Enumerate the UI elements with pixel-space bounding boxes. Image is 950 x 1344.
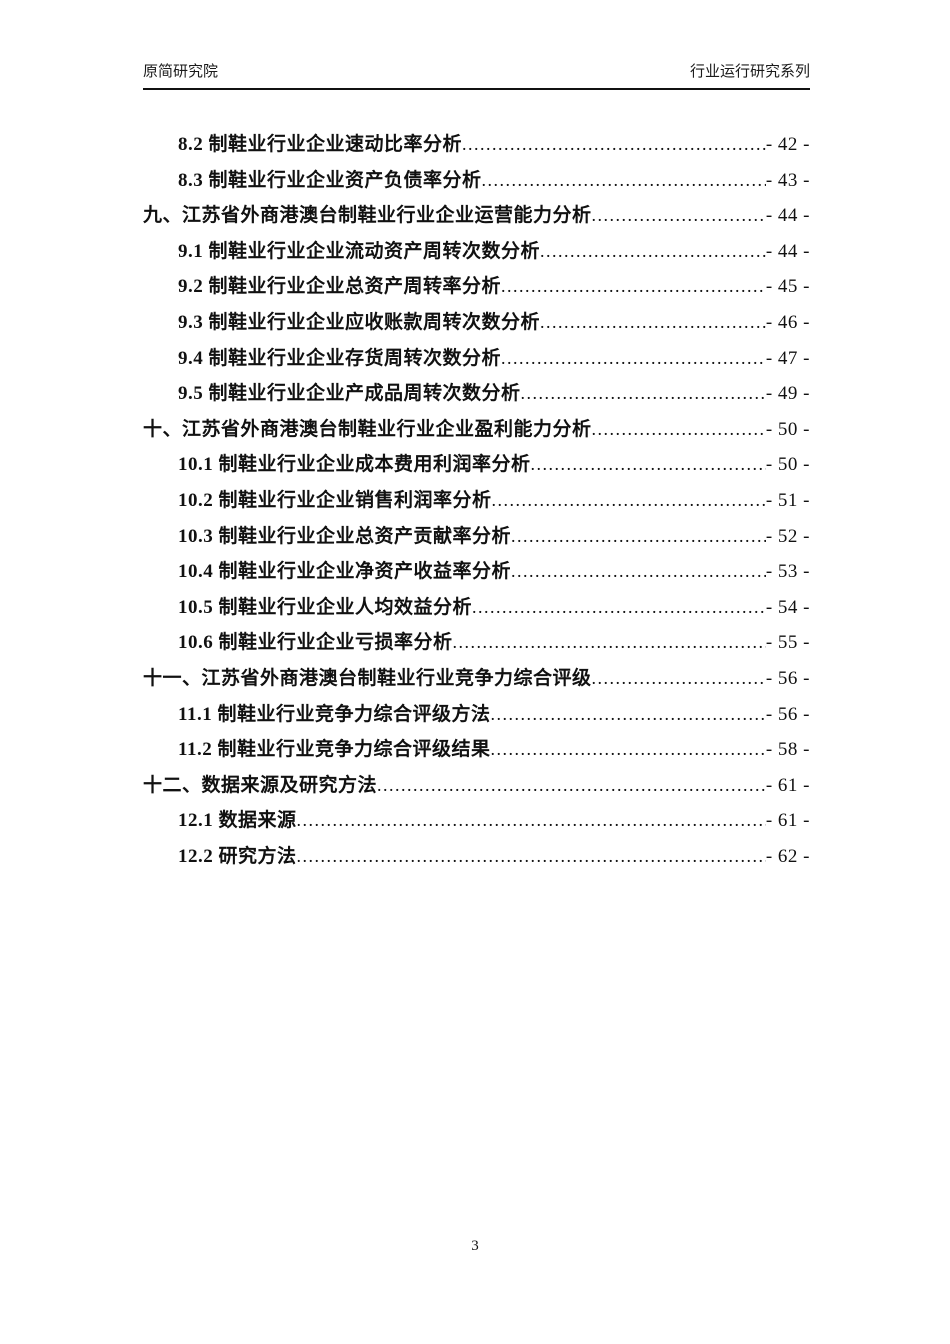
toc-entry[interactable]: 10.2 制鞋业行业企业销售利润率分析 - 51 - [143, 485, 810, 521]
toc-entry-page: - 47 - [765, 347, 810, 369]
toc-entry-page: - 46 - [765, 311, 810, 333]
toc-dot-leader [462, 134, 766, 155]
toc-dot-leader [482, 170, 766, 191]
toc-entry-label: 9.3 制鞋业行业企业应收账款周转次数分析 [178, 311, 541, 333]
toc-dot-leader [531, 454, 766, 475]
toc-entry-page: - 58 - [765, 739, 810, 761]
toc-entry-page: - 55 - [765, 632, 810, 654]
toc-entry-label: 9.4 制鞋业行业企业存货周转次数分析 [178, 347, 502, 369]
toc-entry[interactable]: 九、江苏省外商港澳台制鞋业行业企业运营能力分析 - 44 - [143, 200, 810, 236]
toc-entry-page: - 62 - [765, 845, 810, 867]
institute-name: 原简研究院 [143, 63, 219, 80]
toc-dot-leader [540, 312, 766, 333]
toc-entry-page: - 50 - [765, 418, 810, 440]
toc-dot-leader [377, 775, 766, 796]
toc-entry-label: 10.1 制鞋业行业企业成本费用利润率分析 [178, 454, 531, 476]
toc-entry-label: 8.3 制鞋业行业企业资产负债率分析 [178, 169, 482, 191]
toc-entry[interactable]: 9.5 制鞋业行业企业产成品周转次数分析 - 49 - [143, 378, 810, 414]
toc-entry[interactable]: 10.6 制鞋业行业企业亏损率分析 - 55 - [143, 627, 810, 663]
toc-entry-page: - 54 - [765, 596, 810, 618]
toc-dot-leader [501, 348, 766, 369]
toc-entry[interactable]: 十、江苏省外商港澳台制鞋业行业企业盈利能力分析 - 50 - [143, 414, 810, 450]
toc-dot-leader [592, 205, 766, 226]
series-name: 行业运行研究系列 [689, 63, 810, 80]
toc-entry-label: 9.5 制鞋业行业企业产成品周转次数分析 [178, 383, 521, 405]
toc-entry-page: - 42 - [765, 134, 810, 155]
toc-entry-label: 10.3 制鞋业行业企业总资产贡献率分析 [178, 525, 512, 547]
toc-entry-page: - 56 - [765, 667, 810, 689]
page-content: 原简研究院 行业运行研究系列 8.2 制鞋业行业企业速动比率分析 - 42 - 8… [143, 0, 810, 876]
toc-entry[interactable]: 10.4 制鞋业行业企业净资产收益率分析 - 53 - [143, 556, 810, 592]
toc-dot-leader [540, 241, 766, 262]
toc-dot-leader [511, 526, 766, 547]
toc-dot-leader [472, 597, 766, 618]
toc-entry-page: - 52 - [765, 525, 810, 547]
toc-dot-leader [297, 846, 766, 867]
page-number: 3 [471, 1238, 479, 1254]
toc-dot-leader [592, 419, 766, 440]
toc-entry-page: - 50 - [765, 454, 810, 476]
toc-entry-page: - 61 - [765, 810, 810, 832]
toc-dot-leader [592, 668, 766, 689]
toc-entry[interactable]: 8.3 制鞋业行业企业资产负债率分析 - 43 - [143, 165, 810, 201]
toc-entry-label: 十二、数据来源及研究方法 [143, 774, 378, 796]
toc-entry[interactable]: 12.2 研究方法 - 62 - [143, 841, 810, 877]
table-of-contents: 8.2 制鞋业行业企业速动比率分析 - 42 - 8.3 制鞋业行业企业资产负债率… [143, 129, 810, 876]
toc-dot-leader [501, 276, 766, 297]
toc-entry[interactable]: 9.3 制鞋业行业企业应收账款周转次数分析 - 46 - [143, 307, 810, 343]
toc-dot-leader [453, 632, 766, 653]
toc-entry[interactable]: 9.4 制鞋业行业企业存货周转次数分析 - 47 - [143, 343, 810, 379]
toc-entry-page: - 44 - [765, 205, 810, 227]
toc-entry-page: - 51 - [765, 489, 810, 511]
toc-dot-leader [511, 561, 766, 582]
toc-dot-leader [492, 490, 766, 511]
toc-entry-label: 十一、江苏省外商港澳台制鞋业行业竞争力综合评级 [143, 667, 592, 689]
toc-entry-label: 10.2 制鞋业行业企业销售利润率分析 [178, 489, 492, 511]
toc-entry[interactable]: 十一、江苏省外商港澳台制鞋业行业竞争力综合评级 - 56 - [143, 663, 810, 699]
toc-entry[interactable]: 10.5 制鞋业行业企业人均效益分析 - 54 - [143, 592, 810, 628]
toc-entry[interactable]: 十二、数据来源及研究方法 - 61 - [143, 770, 810, 806]
toc-entry-label: 9.2 制鞋业行业企业总资产周转率分析 [178, 276, 502, 298]
toc-dot-leader [297, 810, 766, 831]
toc-entry-label: 10.4 制鞋业行业企业净资产收益率分析 [178, 561, 512, 583]
toc-entry[interactable]: 8.2 制鞋业行业企业速动比率分析 - 42 - [143, 129, 810, 165]
toc-entry-page: - 53 - [765, 561, 810, 583]
toc-entry-page: - 49 - [765, 383, 810, 405]
toc-entry-label: 十、江苏省外商港澳台制鞋业行业企业盈利能力分析 [143, 418, 592, 440]
toc-dot-leader [490, 739, 765, 760]
toc-entry-label: 10.6 制鞋业行业企业亏损率分析 [178, 632, 453, 654]
toc-entry[interactable]: 11.1 制鞋业行业竞争力综合评级方法 - 56 - [143, 699, 810, 735]
toc-entry-page: - 61 - [765, 774, 810, 796]
toc-entry-label: 9.1 制鞋业行业企业流动资产周转次数分析 [178, 240, 541, 262]
page-header: 原简研究院 行业运行研究系列 [143, 60, 810, 90]
toc-entry[interactable]: 10.3 制鞋业行业企业总资产贡献率分析 - 52 - [143, 521, 810, 557]
toc-entry-page: - 45 - [765, 276, 810, 298]
toc-entry-label: 10.5 制鞋业行业企业人均效益分析 [178, 596, 473, 618]
toc-entry-page: - 56 - [765, 703, 810, 725]
toc-entry[interactable]: 9.1 制鞋业行业企业流动资产周转次数分析 - 44 - [143, 236, 810, 272]
toc-entry-label: 8.2 制鞋业行业企业速动比率分析 [178, 134, 463, 155]
toc-entry-label: 12.1 数据来源 [178, 810, 297, 832]
toc-entry-page: - 43 - [765, 169, 810, 191]
toc-entry[interactable]: 9.2 制鞋业行业企业总资产周转率分析 - 45 - [143, 271, 810, 307]
toc-entry[interactable]: 12.1 数据来源 - 61 - [143, 805, 810, 841]
toc-entry-label: 11.1 制鞋业行业竞争力综合评级方法 [178, 703, 491, 725]
toc-entry-label: 12.2 研究方法 [178, 845, 297, 867]
toc-entry[interactable]: 10.1 制鞋业行业企业成本费用利润率分析 - 50 - [143, 449, 810, 485]
toc-entry-label: 11.2 制鞋业行业竞争力综合评级结果 [178, 739, 491, 761]
toc-entry-label: 九、江苏省外商港澳台制鞋业行业企业运营能力分析 [143, 205, 592, 227]
toc-entry-page: - 44 - [765, 240, 810, 262]
toc-dot-leader [490, 704, 765, 725]
toc-entry[interactable]: 11.2 制鞋业行业竞争力综合评级结果 - 58 - [143, 734, 810, 770]
toc-dot-leader [521, 383, 766, 404]
